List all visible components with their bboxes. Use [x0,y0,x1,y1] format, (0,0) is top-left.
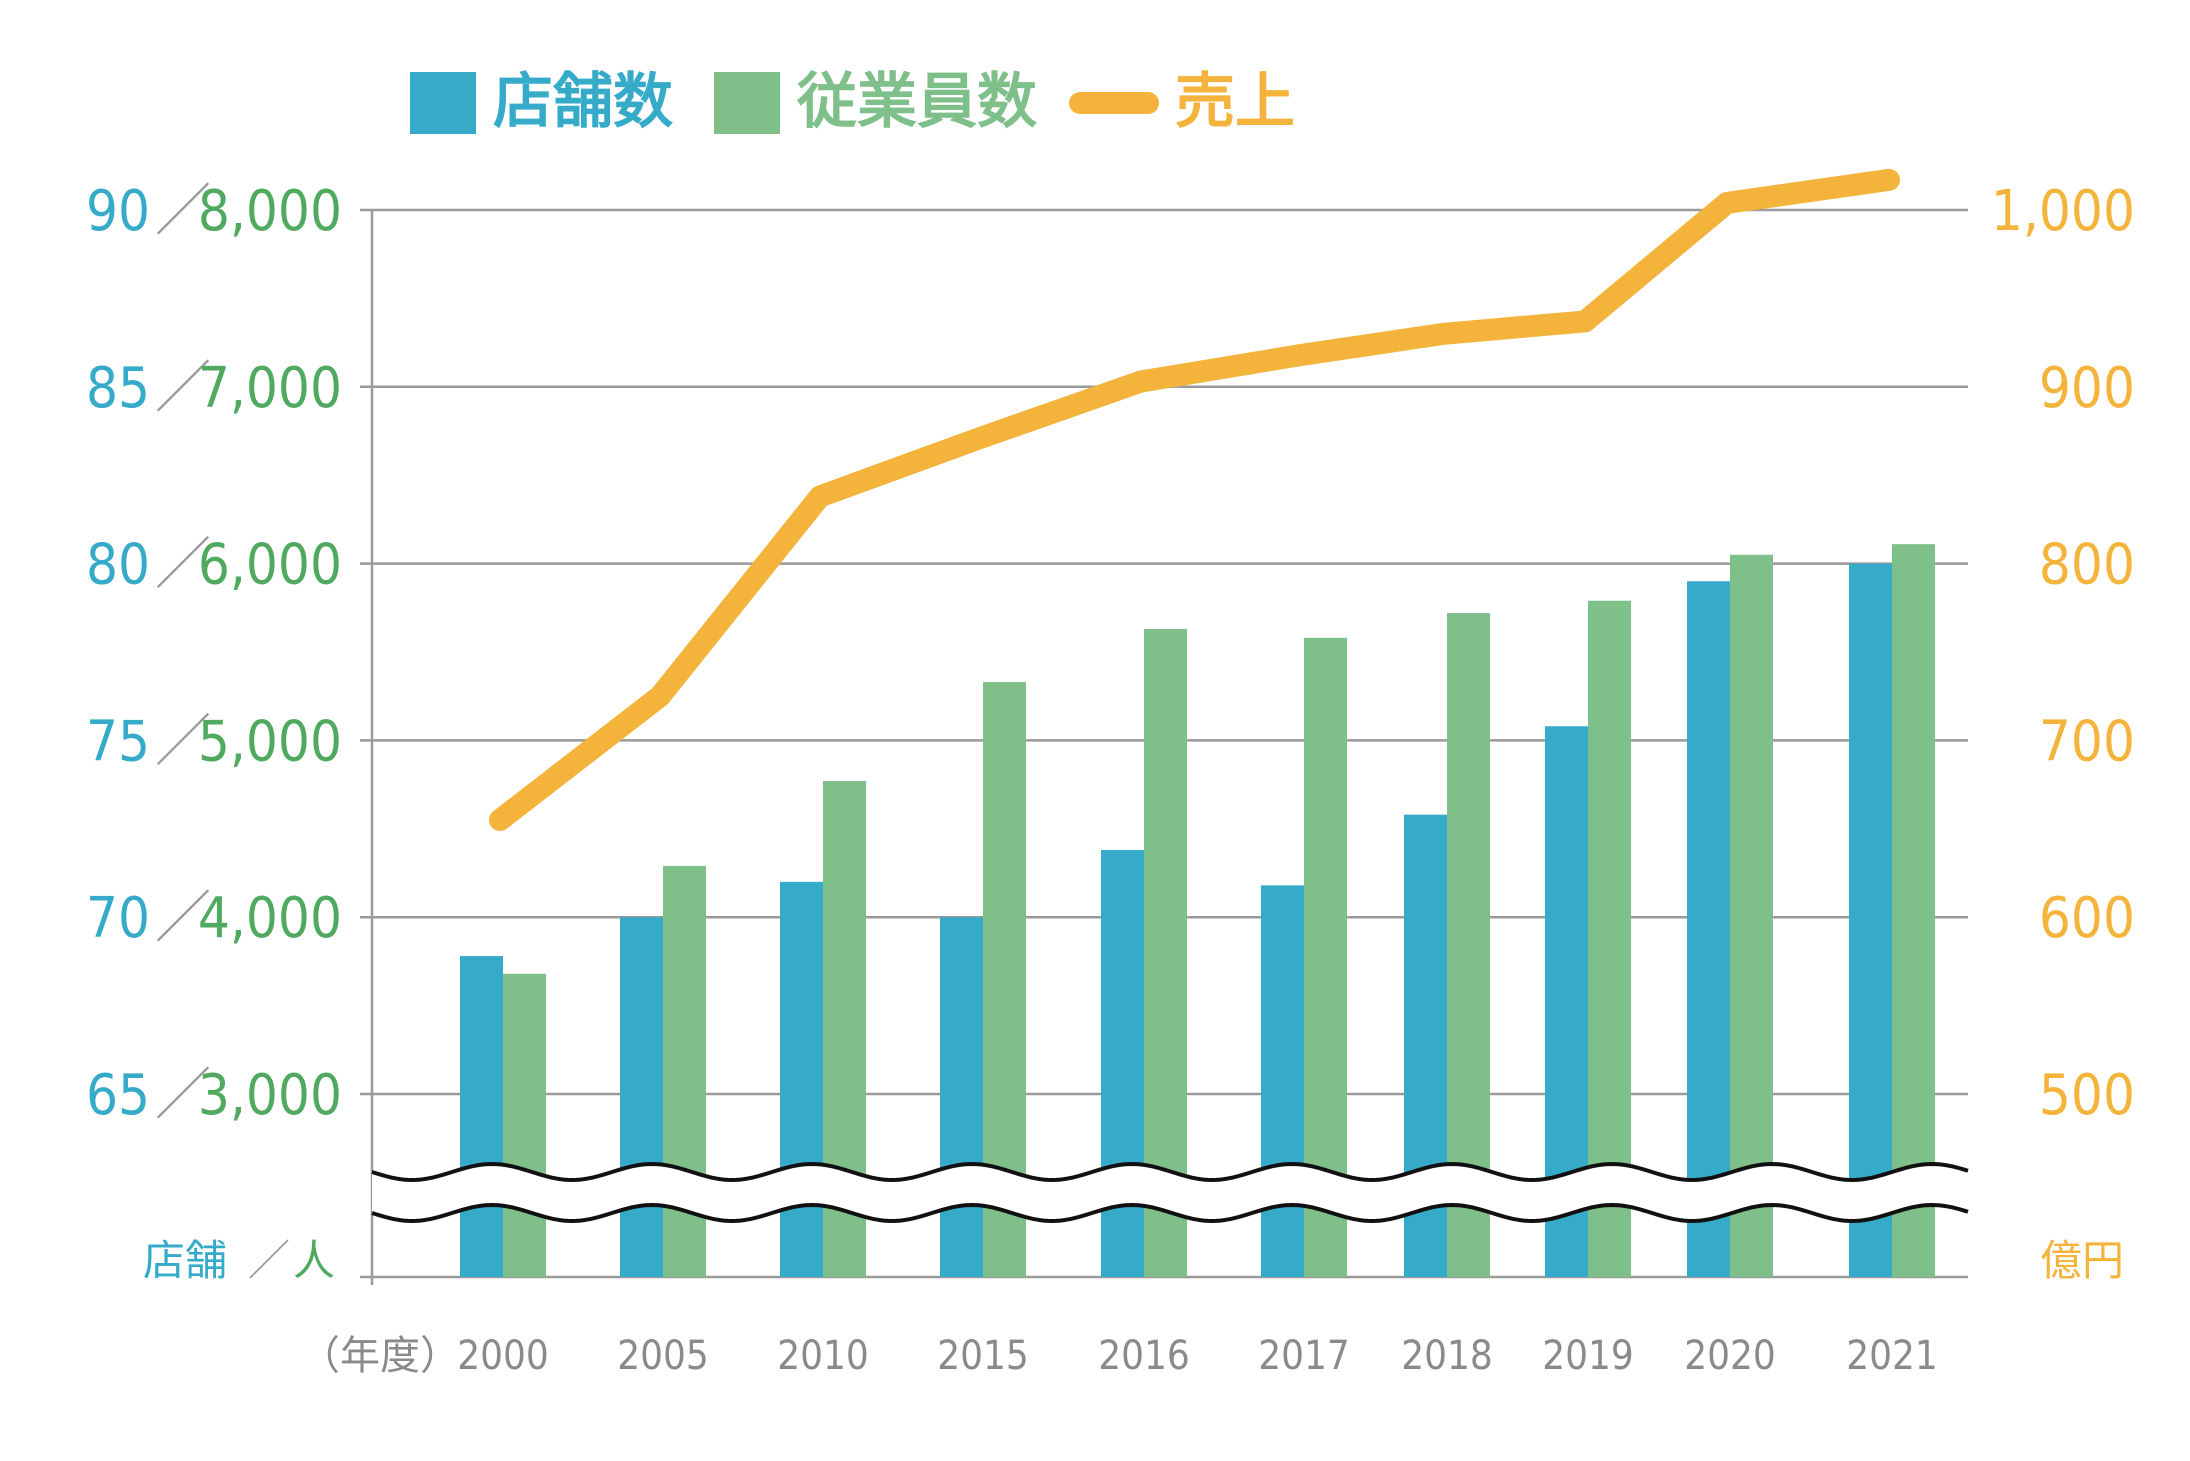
legend-swatch-employees [714,72,780,134]
left-unit-separator: ／ [248,1236,290,1285]
x-tick-label: 2015 [937,1333,1029,1379]
left-tick-stores: 85 [86,356,150,421]
bar-stores [780,881,823,1277]
bar-stores [1101,850,1144,1277]
left-tick-stores: 80 [86,533,150,598]
bar-stores [940,917,983,1277]
left-tick-stores: 70 [86,886,150,951]
legend-label-sales: 売上 [1175,67,1295,137]
bar-employees [1892,544,1935,1277]
bars [460,544,1935,1277]
left-tick-people: 3,000 [198,1063,342,1128]
left-tick-people: 6,000 [198,533,342,598]
left-tick-separator: ／ [155,533,211,598]
right-tick-sales: 700 [2039,709,2135,774]
x-tick-label: 2000 [457,1333,549,1379]
axis-units: 店舗 ／ 人 億円 [143,1236,2124,1285]
left-unit-stores: 店舗 [143,1236,227,1285]
sales-line [489,168,1900,831]
left-tick-stores: 65 [86,1063,150,1128]
left-tick-people: 4,000 [198,886,342,951]
legend-label-employees: 従業員数 [796,67,1037,137]
right-tick-sales: 800 [2039,533,2135,598]
x-tick-label: 2021 [1846,1333,1938,1379]
x-axis-ticks: 2000 2005 2010 2015 2016 2017 2018 2019 2020 2021 [457,1333,1938,1379]
right-axis-ticks: 1,000 900 800 700 600 500 [1991,179,2135,1128]
right-tick-sales: 500 [2039,1063,2135,1128]
bar-stores [1687,581,1730,1277]
x-tick-label: 2016 [1098,1333,1190,1379]
bar-stores [620,917,663,1277]
left-tick-separator: ／ [155,709,211,774]
legend-swatch-stores [410,72,476,134]
x-tick-label: 2020 [1684,1333,1776,1379]
left-tick-separator: ／ [155,179,211,244]
bar-stores [1849,563,1892,1277]
x-tick-label: 2018 [1401,1333,1493,1379]
axis-break [371,1161,1969,1224]
x-tick-label: 2005 [617,1333,709,1379]
right-tick-sales: 1,000 [1991,179,2135,244]
left-tick-separator: ／ [155,1063,211,1128]
bar-employees [503,973,546,1277]
left-tick-people: 5,000 [198,709,342,774]
left-unit-people: 人 [293,1236,335,1285]
axis-break-band [372,1164,1968,1221]
left-tick-separator: ／ [155,356,211,421]
left-tick-stores: 75 [86,709,150,774]
axis-break-wave-top [371,1161,1969,1183]
x-axis-prefix: （年度） [300,1333,460,1379]
right-tick-sales: 600 [2039,886,2135,951]
right-tick-sales: 900 [2039,356,2135,421]
axis-break-wave-bottom [371,1202,1969,1224]
left-tick-separator: ／ [155,886,211,951]
bar-employees [1730,554,1773,1277]
x-tick-label: 2019 [1542,1333,1634,1379]
bar-stores [1261,885,1304,1277]
x-tick-label: 2017 [1258,1333,1350,1379]
legend-label-stores: 店舗数 [493,67,673,137]
sales-line-path [489,168,1900,831]
right-unit-yen: 億円 [2040,1236,2124,1285]
x-tick-label: 2010 [777,1333,869,1379]
left-tick-stores: 90 [86,179,150,244]
bar-stores [460,956,503,1277]
left-tick-people: 7,000 [198,356,342,421]
left-tick-people: 8,000 [198,179,342,244]
legend: 店舗数 従業員数 売上 [410,67,1295,137]
